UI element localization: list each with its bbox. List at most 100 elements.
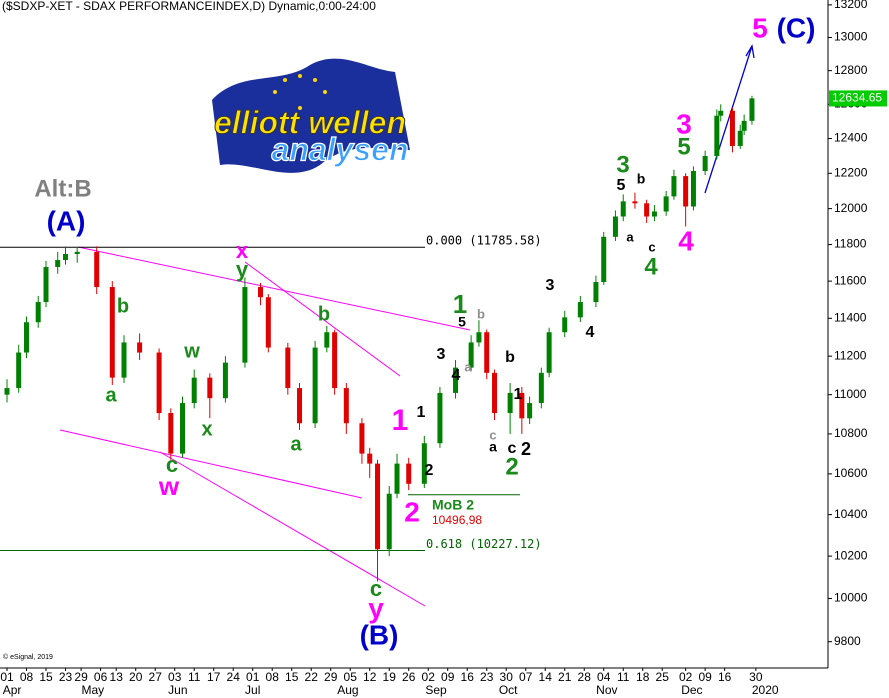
candle-body — [577, 302, 583, 318]
x-tick-label: 30 — [749, 670, 763, 684]
wave-label: w — [158, 471, 180, 501]
x-tick-label: 29 — [74, 670, 88, 684]
mob-label: 10496,98 — [432, 513, 482, 527]
wave-label: Alt:B — [34, 175, 91, 202]
wave-label: b — [318, 303, 330, 325]
wave-label: c — [648, 239, 655, 254]
y-tick-label: 11400 — [834, 310, 867, 324]
wave-label: a — [290, 433, 302, 455]
x-tick-label: 14 — [539, 670, 553, 684]
wave-label: 1 — [453, 289, 467, 319]
month-label: Aug — [337, 683, 358, 697]
candle-body — [24, 322, 30, 353]
wave-label: 2 — [404, 496, 420, 527]
wave-label: x — [236, 238, 249, 263]
candle-body — [285, 347, 291, 389]
wave-label: y — [368, 592, 384, 623]
last-price-label: 12634.65 — [832, 91, 882, 105]
y-tick-label: 9800 — [834, 634, 861, 648]
wave-label: (B) — [360, 619, 399, 650]
x-tick-label: 12 — [363, 670, 377, 684]
wave-label: 4 — [452, 367, 461, 384]
projection-arrow — [704, 44, 755, 194]
y-tick-label: 12200 — [834, 165, 868, 179]
y-tick-label: 10200 — [834, 548, 868, 562]
candle-body — [476, 332, 482, 343]
wave-label: c — [166, 452, 178, 477]
candle-body — [343, 388, 349, 424]
candle-body — [297, 388, 303, 424]
x-tick-label: 03 — [168, 670, 182, 684]
x-tick-label: 27 — [149, 670, 163, 684]
y-tick-label: 13000 — [834, 30, 868, 44]
candle-body — [191, 377, 197, 404]
x-tick-label: 09 — [698, 670, 712, 684]
candle-body — [180, 403, 186, 454]
candle-body — [468, 342, 474, 368]
candle-body — [671, 176, 677, 197]
y-tick-label: 12800 — [834, 63, 868, 77]
y-tick-label: 10600 — [834, 466, 868, 480]
source: © eSignal, 2019 — [3, 653, 53, 661]
candle-body — [55, 260, 61, 267]
candle-body — [406, 463, 412, 484]
candle-body — [207, 377, 213, 399]
candle-body — [620, 201, 626, 217]
candle-body — [156, 352, 162, 414]
candle-body — [741, 120, 747, 131]
y-tick-label: 10800 — [834, 426, 868, 440]
wave-label: 5 — [458, 314, 466, 330]
logo-flag — [212, 58, 410, 173]
x-tick-label: 23 — [59, 670, 73, 684]
candle-body — [312, 347, 318, 424]
x-tick-label: 09 — [441, 670, 455, 684]
x-tick-label: 08 — [266, 670, 280, 684]
candle-body — [492, 372, 498, 414]
month-label: Dec — [681, 683, 702, 697]
candle-body — [63, 254, 69, 261]
x-tick-label: 24 — [227, 670, 241, 684]
candle-body — [242, 287, 248, 363]
last-price-box — [829, 90, 887, 107]
wave-label: (C) — [777, 12, 816, 43]
wave-label: b — [505, 349, 515, 366]
month-label: 2020 — [752, 683, 779, 697]
wave-label: 3 — [546, 277, 555, 294]
y-tick-label: 12400 — [834, 131, 868, 145]
candle-body — [601, 236, 607, 283]
wave-label: 5 — [752, 12, 768, 43]
candle-body — [375, 463, 381, 550]
wave-label: w — [183, 340, 200, 362]
x-tick-label: 02 — [422, 670, 436, 684]
fib-label: 0.618 (10227.12) — [426, 537, 542, 551]
x-tick-label: 15 — [285, 670, 299, 684]
candle-body — [718, 110, 724, 116]
wave-label: a — [464, 359, 472, 374]
trend-lines — [59, 246, 471, 607]
candle-body — [74, 251, 80, 255]
candle-body — [737, 130, 743, 146]
x-tick-label: 08 — [20, 670, 34, 684]
candle-body — [632, 201, 638, 204]
wave-label: 3 — [676, 108, 692, 139]
candle-body — [109, 287, 115, 378]
candle-body — [367, 453, 373, 464]
y-tick-label: 11800 — [834, 237, 867, 251]
candle-body — [562, 317, 568, 333]
candle-body — [258, 287, 264, 298]
x-tick-label: 13 — [110, 670, 124, 684]
wave-label: 2 — [505, 453, 518, 480]
candle-body — [394, 463, 400, 494]
candle-body — [386, 493, 392, 550]
wave-label: 5 — [677, 133, 690, 160]
x-tick-label: 23 — [480, 670, 494, 684]
logo-stars — [273, 74, 327, 110]
wave-label: 1 — [392, 404, 409, 437]
y-tick-label: 10400 — [834, 507, 868, 521]
wave-label: a — [489, 439, 497, 455]
wave-label: 3 — [616, 151, 629, 178]
month-label: Jun — [168, 683, 187, 697]
x-tick-label: 16 — [718, 670, 732, 684]
month-label: Apr — [3, 683, 22, 697]
